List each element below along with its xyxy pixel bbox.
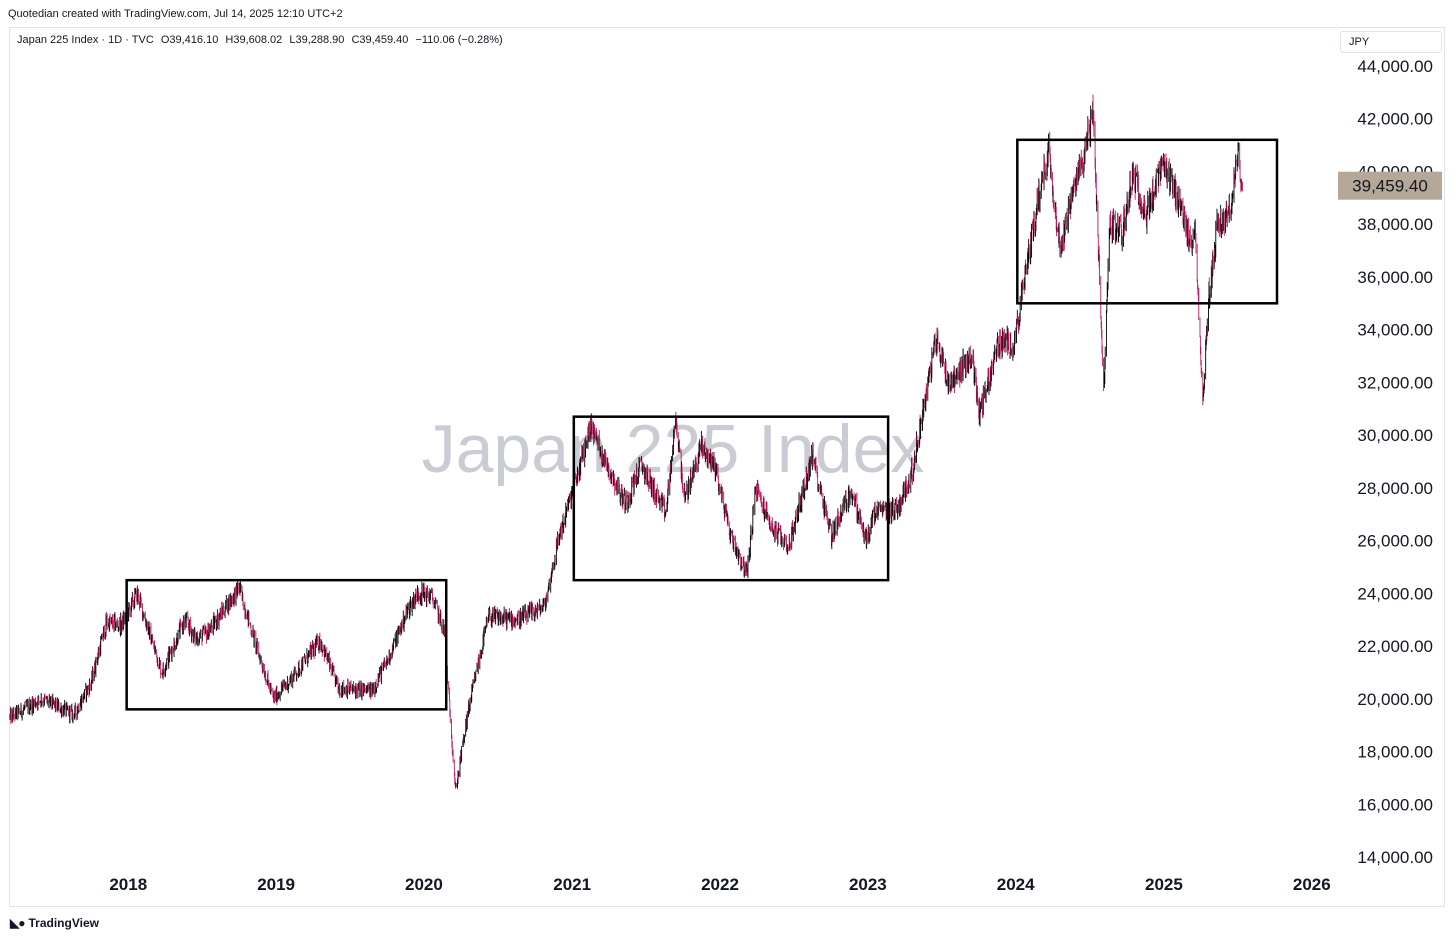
range-box[interactable] [572, 415, 890, 582]
x-tick-label: 2025 [1145, 875, 1183, 894]
x-tick-label: 2023 [849, 875, 887, 894]
y-tick-label: 22,000.00 [1357, 637, 1433, 656]
y-tick-label: 20,000.00 [1357, 690, 1433, 709]
legend-high: H39,608.02 [225, 34, 283, 46]
candle-series [9, 94, 1243, 789]
range-boxes [125, 138, 1279, 711]
y-tick-label: 36,000.00 [1357, 268, 1433, 287]
range-box[interactable] [1016, 138, 1279, 305]
last-price-marker: 39,459.40 [1338, 171, 1442, 200]
last-price-label: 39,459.40 [1352, 177, 1428, 196]
price-axis[interactable]: 14,000.00 16,000.00 18,000.00 20,000.00 22,0… [1357, 57, 1433, 867]
currency-selector[interactable]: JPY [1340, 31, 1442, 53]
legend-symbol[interactable]: Japan 225 Index · 1D · TVC [17, 34, 154, 46]
tradingview-logo[interactable]: ◣● TradingView [10, 916, 99, 930]
legend-open: O39,416.10 [160, 34, 219, 46]
x-tick-label: 2020 [405, 875, 443, 894]
x-tick-label: 2021 [553, 875, 591, 894]
y-tick-label: 24,000.00 [1357, 584, 1433, 603]
y-tick-label: 30,000.00 [1357, 426, 1433, 445]
y-tick-label: 32,000.00 [1357, 373, 1433, 392]
y-tick-label: 38,000.00 [1357, 215, 1433, 234]
tradingview-logo-text: TradingView [28, 916, 99, 930]
x-tick-label: 2026 [1293, 875, 1331, 894]
tradingview-logo-icon: ◣● [10, 916, 26, 930]
y-tick-label: 16,000.00 [1357, 795, 1433, 814]
y-tick-label: 34,000.00 [1357, 321, 1433, 340]
y-tick-label: 26,000.00 [1357, 532, 1433, 551]
range-box[interactable] [125, 578, 448, 711]
y-tick-label: 28,000.00 [1357, 479, 1433, 498]
x-tick-label: 2022 [701, 875, 739, 894]
y-tick-label: 44,000.00 [1357, 57, 1433, 76]
legend-low: L39,288.90 [289, 34, 345, 46]
ohlc-legend: Japan 225 Index · 1D · TVC O39,416.10 H3… [17, 34, 507, 46]
y-tick-label: 14,000.00 [1357, 848, 1433, 867]
x-tick-label: 2019 [257, 875, 295, 894]
chart-credit: Quotedian created with TradingView.com, … [8, 8, 343, 20]
time-axis[interactable]: 2018 2019 2020 2021 2022 2023 2024 2025 2026 [109, 875, 1330, 894]
y-tick-label: 42,000.00 [1357, 110, 1433, 129]
x-tick-label: 2018 [109, 875, 147, 894]
y-tick-label: 18,000.00 [1357, 743, 1433, 762]
legend-change: −110.06 (−0.28%) [415, 34, 503, 46]
x-tick-label: 2024 [997, 875, 1035, 894]
legend-close: C39,459.40 [351, 34, 409, 46]
chart-frame [9, 27, 1445, 907]
last-price-label-bg [1338, 171, 1442, 200]
